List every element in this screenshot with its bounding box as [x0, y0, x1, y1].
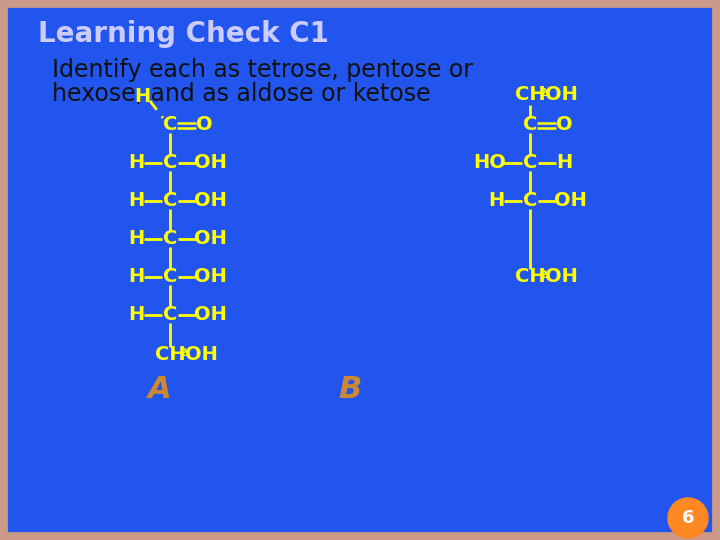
- Text: CH: CH: [155, 346, 185, 365]
- Text: H: H: [128, 306, 144, 325]
- Text: 2: 2: [539, 88, 546, 98]
- Text: C: C: [523, 153, 537, 172]
- Text: C: C: [523, 116, 537, 134]
- Text: H: H: [128, 267, 144, 287]
- Text: O: O: [196, 116, 212, 134]
- Text: OH: OH: [554, 192, 586, 211]
- Text: 6: 6: [682, 509, 694, 527]
- Text: H: H: [128, 192, 144, 211]
- Text: OH: OH: [194, 192, 226, 211]
- Text: 2: 2: [539, 270, 546, 280]
- Circle shape: [668, 498, 708, 538]
- Text: OH: OH: [545, 85, 578, 105]
- Text: H: H: [134, 87, 150, 106]
- Text: C: C: [523, 192, 537, 211]
- Text: OH: OH: [194, 153, 226, 172]
- Text: Learning Check C1: Learning Check C1: [38, 20, 329, 48]
- Text: OH: OH: [194, 306, 226, 325]
- Text: HO: HO: [474, 153, 506, 172]
- Text: C: C: [163, 192, 177, 211]
- Text: OH: OH: [194, 267, 226, 287]
- Text: A: A: [148, 375, 172, 404]
- Text: C: C: [163, 230, 177, 248]
- Text: 2: 2: [179, 348, 186, 358]
- Text: OH: OH: [194, 230, 226, 248]
- Text: C: C: [163, 116, 177, 134]
- FancyBboxPatch shape: [3, 3, 717, 537]
- Text: C: C: [163, 306, 177, 325]
- Text: H: H: [488, 192, 504, 211]
- Text: Identify each as tetrose, pentose or: Identify each as tetrose, pentose or: [52, 58, 473, 82]
- Text: OH: OH: [185, 346, 218, 365]
- Text: OH: OH: [545, 267, 578, 287]
- Text: H: H: [556, 153, 572, 172]
- Text: CH: CH: [515, 267, 545, 287]
- Text: C: C: [163, 153, 177, 172]
- Text: B: B: [338, 375, 361, 404]
- Text: H: H: [128, 153, 144, 172]
- Text: C: C: [163, 267, 177, 287]
- Text: O: O: [556, 116, 572, 134]
- Text: hexose, and as aldose or ketose: hexose, and as aldose or ketose: [52, 82, 431, 106]
- Text: CH: CH: [515, 85, 545, 105]
- Text: H: H: [128, 230, 144, 248]
